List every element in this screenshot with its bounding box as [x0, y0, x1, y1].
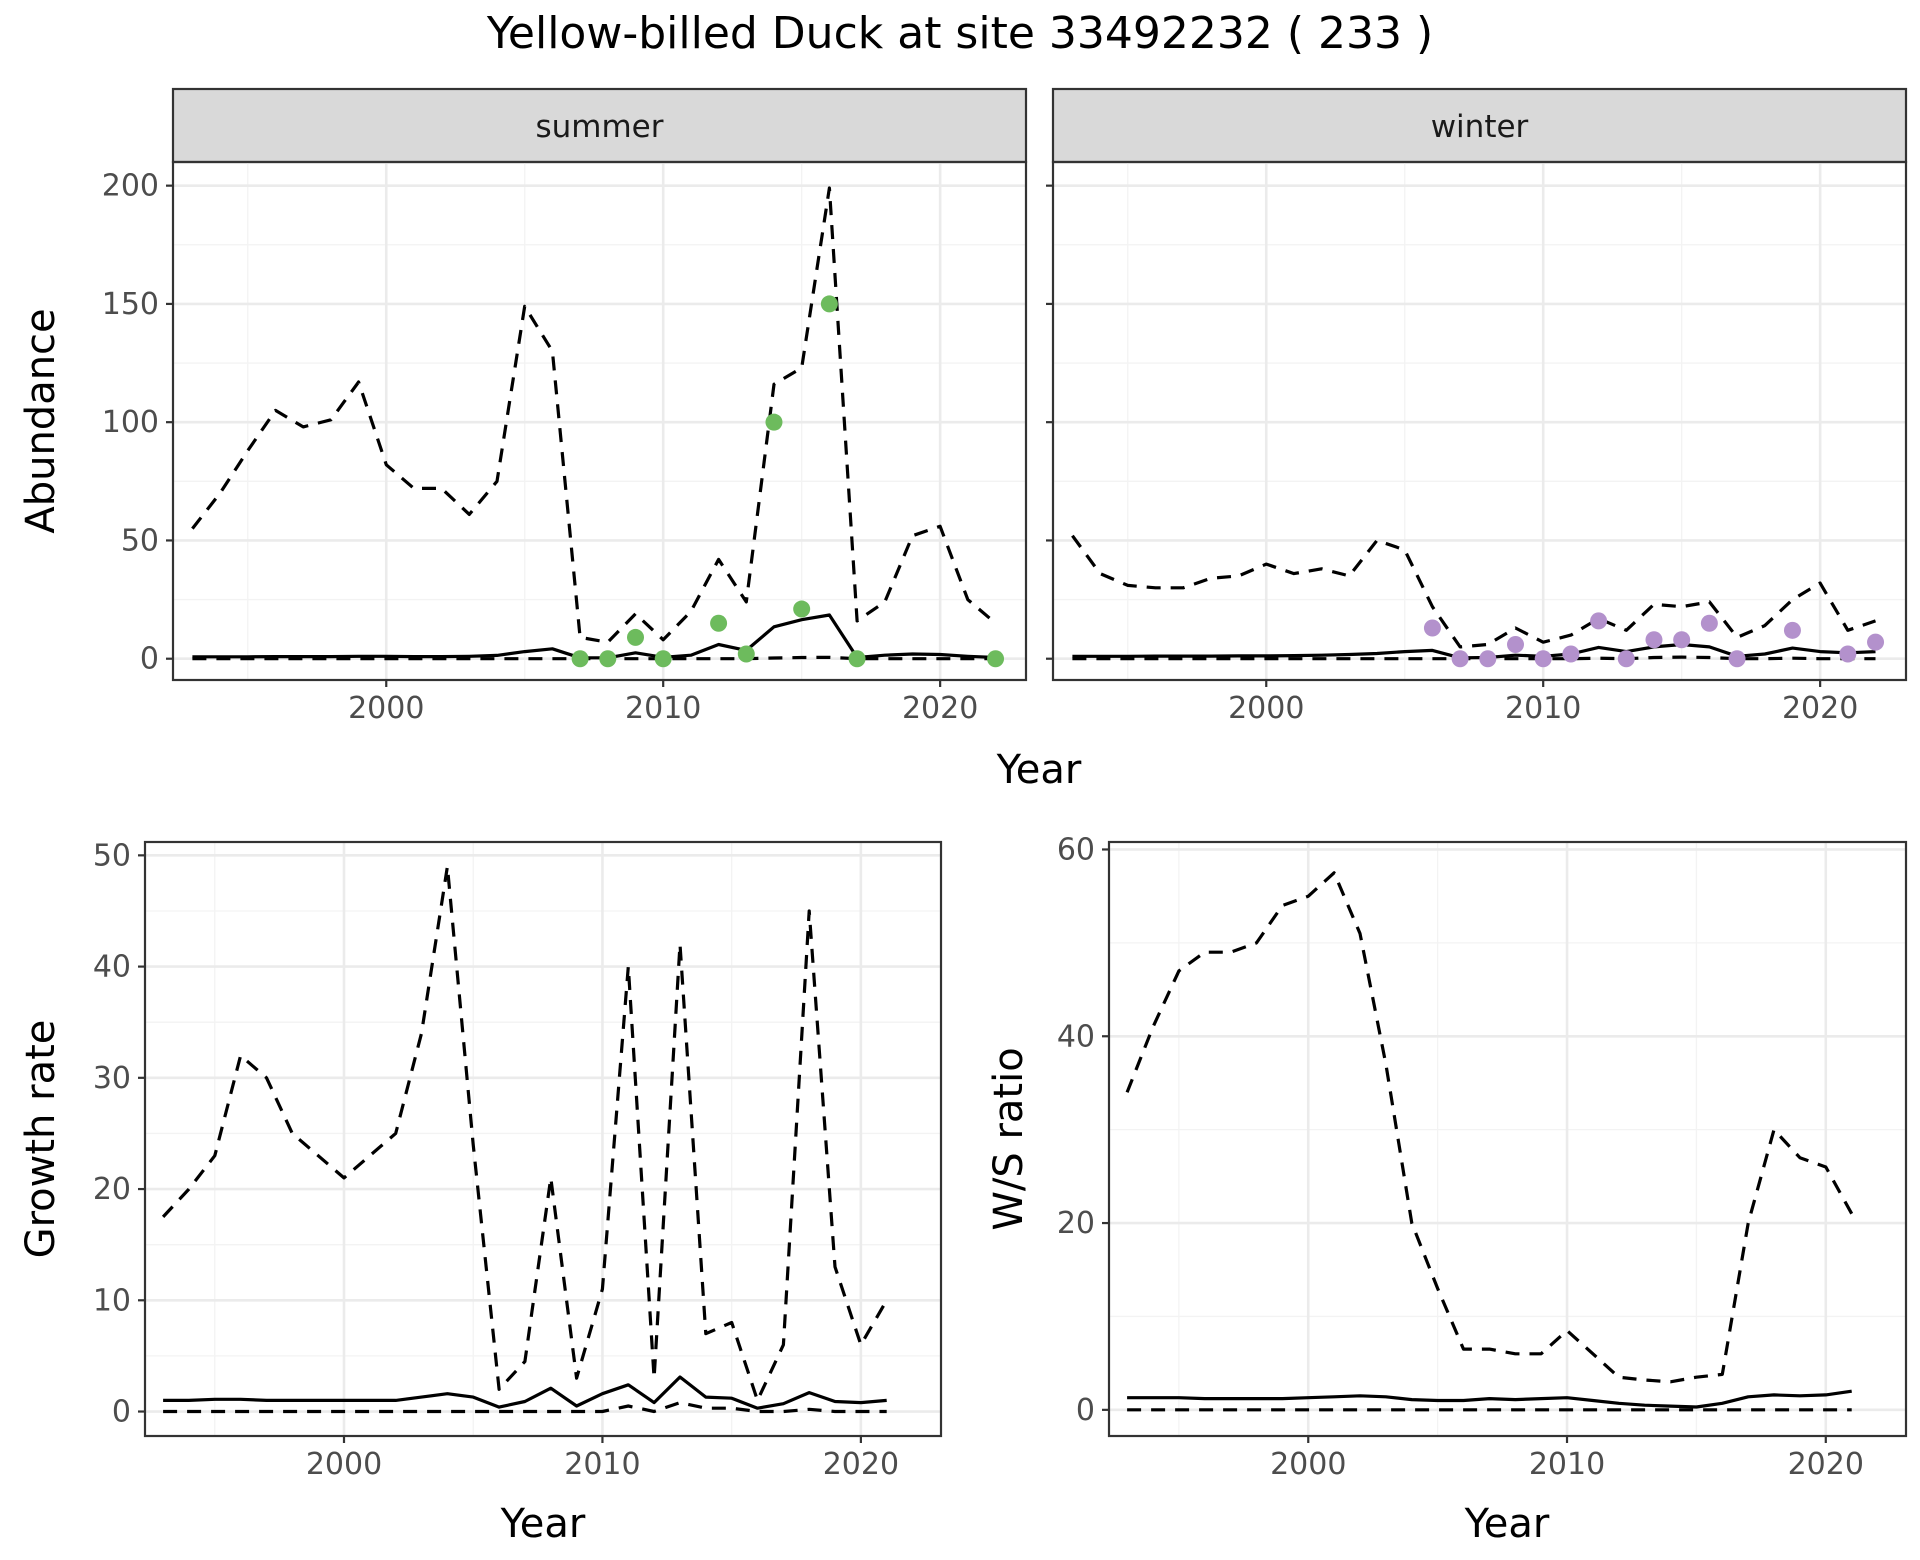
panel-border-summer: [171, 160, 1028, 682]
facet-strip-winter: [1051, 87, 1908, 164]
y-tick-label: 10: [93, 1283, 131, 1318]
observed-point-winter: [1507, 636, 1525, 654]
data-ratio: [1125, 871, 1854, 1412]
grid-ratio: [1109, 842, 1906, 1436]
figure-title: Yellow-billed Duck at site 33492232 ( 23…: [486, 8, 1433, 59]
abundance-chart: summer 2000 2010 2020 0 50 100 150 200 winter 2…: [18, 87, 1908, 793]
y-tick-label: 60: [1057, 832, 1095, 867]
series-upper-line-summer: [191, 186, 997, 644]
series-upper-line-winter: [1071, 534, 1877, 649]
observed-point-winter: [1728, 650, 1746, 668]
y-tick-label: 0: [112, 1395, 131, 1430]
x-axis-label-abundance: Year: [996, 747, 1082, 793]
observed-point-winter: [1783, 621, 1801, 639]
x-tick-label: 2010: [564, 1447, 640, 1482]
observed-point-summer: [627, 628, 645, 646]
panel-border-winter: [1051, 160, 1908, 682]
grid-winter: [1053, 162, 1906, 680]
x-axis-label-ratio: Year: [1464, 1501, 1550, 1547]
observed-point-summer: [987, 650, 1005, 668]
y-tick-label: 20: [93, 1172, 131, 1207]
y-tick-label: 200: [102, 169, 159, 204]
observed-point-summer: [599, 650, 617, 668]
observed-point-winter: [1451, 650, 1469, 668]
x-axis-label-growth: Year: [500, 1501, 586, 1547]
y-tick-label: 40: [1057, 1019, 1095, 1054]
x-tick-label: 2010: [1505, 691, 1581, 726]
axes-summer: 2000 2010 2020 0 50 100 150 200: [102, 169, 979, 726]
y-tick-label: 0: [1076, 1393, 1095, 1428]
panel-border-ratio: [1107, 840, 1908, 1438]
observed-point-winter: [1700, 614, 1718, 632]
axes-growth: 2000 2010 2020 0 10 20 30 40 50: [93, 838, 899, 1482]
data-growth: [161, 864, 889, 1414]
observed-point-summer: [765, 413, 783, 431]
observed-point-summer: [793, 600, 811, 618]
x-tick-label: 2020: [1788, 1447, 1864, 1482]
grid-growth: [145, 842, 941, 1436]
x-tick-label: 2010: [625, 691, 701, 726]
observed-point-winter: [1617, 650, 1635, 668]
y-tick-label: 50: [93, 838, 131, 873]
observed-point-summer: [654, 650, 672, 668]
observed-point-summer: [571, 650, 589, 668]
series-lower-line-summer: [192, 655, 996, 661]
y-tick-label: 100: [102, 405, 159, 440]
growth-rate-chart: 2000 2010 2020 0 10 20 30 40 50 Year Growth rate: [18, 838, 943, 1547]
series-upper-line-ratio: [1125, 871, 1854, 1384]
observed-point-summer: [737, 645, 755, 663]
observed-point-winter: [1645, 631, 1663, 649]
series-mean-line-summer: [192, 613, 996, 660]
observed-point-summer: [848, 650, 866, 668]
ws-ratio-chart: 2000 2010 2020 0 20 40 60 Year W/S ratio: [986, 832, 1908, 1547]
x-tick-label: 2000: [1270, 1447, 1346, 1482]
facet-winter: winter 2000 2010 2020: [1046, 87, 1908, 726]
facet-strip-summer: [171, 87, 1028, 164]
x-tick-label: 2000: [1228, 691, 1304, 726]
observed-point-winter: [1867, 633, 1885, 651]
observed-point-winter: [1590, 612, 1608, 630]
series-mean-line-ratio: [1127, 1389, 1852, 1409]
y-tick-label: 40: [93, 950, 131, 985]
series-lower-line-growth: [163, 1401, 887, 1414]
facet-strip-label-winter: winter: [1431, 109, 1529, 145]
series-lower-line-winter: [1072, 655, 1876, 661]
data-summer: [191, 186, 1005, 668]
x-tick-label: 2020: [1782, 691, 1858, 726]
facet-summer: summer 2000 2010 2020 0 50 100 150 200: [102, 87, 1028, 726]
grid-summer: [173, 162, 1026, 680]
y-axis-label-abundance: Abundance: [18, 308, 64, 533]
observed-point-winter: [1673, 631, 1691, 649]
observed-point-summer: [710, 614, 728, 632]
axes-winter: 2000 2010 2020: [1046, 184, 1858, 726]
observed-point-winter: [1423, 619, 1441, 637]
observed-point-winter: [1479, 650, 1497, 668]
series-upper-line-growth: [161, 864, 889, 1402]
y-axis-label-growth: Growth rate: [18, 1020, 64, 1259]
y-tick-label: 150: [102, 287, 159, 322]
x-tick-label: 2020: [902, 691, 978, 726]
x-tick-label: 2000: [306, 1447, 382, 1482]
x-tick-label: 2020: [823, 1447, 899, 1482]
data-winter: [1071, 534, 1885, 668]
panel-border-growth: [143, 840, 943, 1438]
axes-ratio: 2000 2010 2020 0 20 40 60: [1057, 832, 1864, 1482]
x-tick-label: 2000: [348, 691, 424, 726]
y-tick-label: 20: [1057, 1206, 1095, 1241]
y-tick-label: 50: [121, 523, 159, 558]
y-tick-label: 0: [140, 642, 159, 677]
observed-point-summer: [820, 295, 838, 313]
x-tick-label: 2010: [1529, 1447, 1605, 1482]
observed-point-winter: [1534, 650, 1552, 668]
y-axis-label-ratio: W/S ratio: [986, 1047, 1032, 1230]
facet-strip-label-summer: summer: [535, 109, 663, 145]
observed-point-winter: [1839, 645, 1857, 663]
y-tick-label: 30: [93, 1061, 131, 1096]
observed-point-winter: [1562, 645, 1580, 663]
series-mean-line-growth: [163, 1375, 887, 1410]
